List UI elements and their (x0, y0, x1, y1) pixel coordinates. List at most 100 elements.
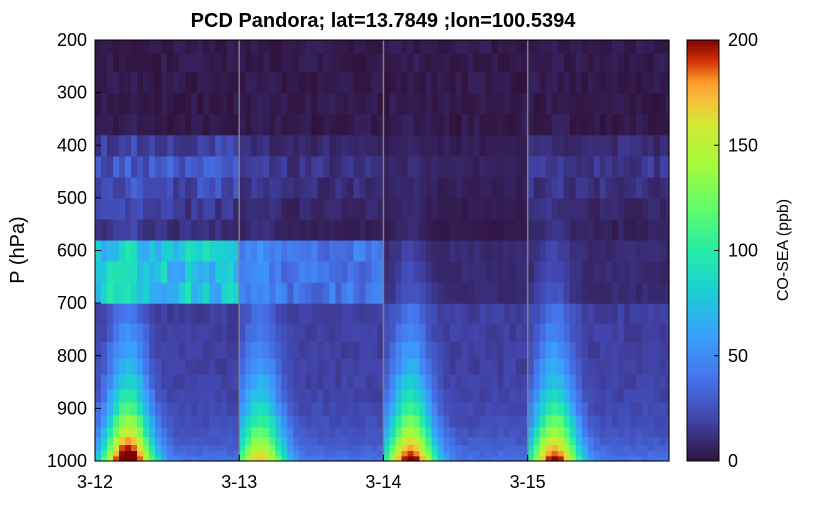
heatmap-cell (347, 71, 354, 94)
heatmap-cell (605, 414, 613, 428)
heatmap-cell (101, 322, 108, 342)
heatmap-cell (461, 71, 469, 94)
heatmap-cell (377, 401, 385, 416)
heatmap-cell (593, 53, 601, 73)
heatmap-cell (551, 155, 559, 178)
heatmap-cell (215, 444, 222, 452)
y-tick-label: 200 (57, 30, 87, 50)
heatmap-cell (425, 155, 433, 178)
heatmap-cell (149, 436, 156, 446)
heatmap-cell (407, 444, 415, 452)
heatmap-cell (647, 401, 655, 416)
y-tick-label: 700 (57, 293, 87, 313)
heatmap-cell (533, 261, 541, 283)
heatmap-cell (455, 155, 463, 178)
heatmap-cell (185, 134, 192, 157)
heatmap-cell (617, 71, 625, 94)
heatmap-cell (191, 155, 198, 178)
heatmap-cell (215, 71, 222, 94)
heatmap-cell (257, 92, 264, 115)
heatmap-cell (425, 436, 433, 446)
heatmap-cell (233, 450, 240, 457)
heatmap-cell (197, 358, 204, 375)
heatmap-cell (209, 322, 216, 342)
heatmap-cell (491, 374, 499, 390)
heatmap-cell (623, 155, 631, 178)
heatmap-cell (389, 444, 397, 452)
heatmap-cell (305, 341, 312, 359)
heatmap-cell (365, 414, 373, 428)
heatmap-cell (665, 239, 670, 262)
heatmap-cell (407, 40, 415, 54)
heatmap-cell (257, 134, 264, 157)
heatmap-cell (503, 113, 511, 136)
heatmap-cell (263, 134, 270, 157)
heatmap-cell (131, 436, 138, 446)
heatmap-cell (533, 444, 541, 452)
heatmap-cell (269, 341, 276, 359)
heatmap-cell (161, 444, 168, 452)
heatmap-cell (311, 155, 318, 178)
heatmap-cell (275, 401, 282, 416)
heatmap-cell (605, 53, 613, 73)
heatmap-cell (347, 414, 354, 428)
heatmap-cell (359, 218, 367, 241)
heatmap-cell (605, 92, 613, 115)
heatmap-cell (203, 450, 210, 457)
heatmap-cell (215, 155, 222, 178)
heatmap-cell (431, 134, 439, 157)
heatmap-cell (341, 218, 348, 241)
heatmap-cell (119, 436, 126, 446)
heatmap-cell (395, 322, 403, 342)
heatmap-cell (383, 401, 391, 416)
heatmap-cell (647, 218, 655, 241)
heatmap-cell (569, 444, 577, 452)
heatmap-cell (371, 40, 379, 54)
heatmap-cell (545, 282, 553, 304)
heatmap-cell (125, 450, 132, 457)
heatmap-cell (251, 40, 258, 54)
heatmap-cell (173, 303, 180, 324)
heatmap-cell (641, 374, 649, 390)
heatmap-cell (425, 358, 433, 375)
heatmap-cell (179, 282, 186, 304)
heatmap-cell (611, 388, 619, 403)
heatmap-cell (239, 155, 246, 178)
heatmap-cell (365, 261, 373, 283)
heatmap-cell (467, 239, 475, 262)
y-tick-label: 500 (57, 188, 87, 208)
heatmap-cell (209, 53, 216, 73)
heatmap-cell (113, 53, 120, 73)
heatmap-cell (629, 261, 637, 283)
heatmap-cell (479, 455, 487, 462)
heatmap-cell (155, 239, 162, 262)
heatmap-cell (137, 113, 144, 136)
heatmap-cell (275, 450, 282, 457)
heatmap-cell (125, 176, 132, 199)
heatmap-cell (173, 40, 180, 54)
heatmap-cell (563, 155, 571, 178)
heatmap-cell (359, 40, 367, 54)
heatmap-cell (119, 455, 126, 462)
heatmap-cell (101, 155, 108, 178)
heatmap-cell (227, 113, 234, 136)
colorbar-tick-label: 150 (728, 135, 758, 155)
heatmap-cell (533, 358, 541, 375)
heatmap-cell (437, 261, 445, 283)
heatmap-cell (299, 401, 306, 416)
heatmap-cell (215, 450, 222, 457)
heatmap-cell (539, 322, 547, 342)
heatmap-cell (557, 358, 565, 375)
heatmap-cell (95, 155, 102, 178)
heatmap-cell (605, 322, 613, 342)
heatmap-cell (485, 176, 493, 199)
heatmap-cell (479, 113, 487, 136)
heatmap-cell (257, 155, 264, 178)
heatmap-cell (311, 134, 318, 157)
heatmap-cell (161, 197, 168, 220)
heatmap-cell (551, 401, 559, 416)
heatmap-cell (569, 176, 577, 199)
heatmap-cell (143, 341, 150, 359)
heatmap-cell (413, 455, 421, 462)
heatmap-cell (551, 450, 559, 457)
